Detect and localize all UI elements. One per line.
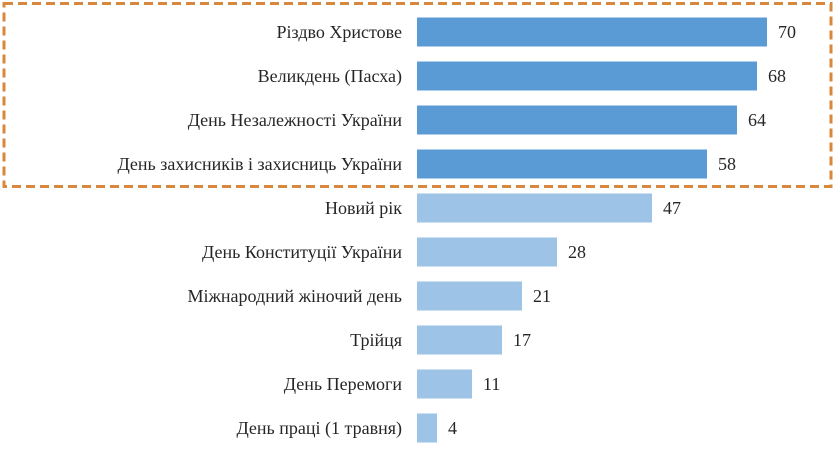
value-label: 4 bbox=[448, 418, 457, 438]
value-label: 64 bbox=[748, 110, 766, 130]
bar-2 bbox=[417, 61, 757, 91]
bar-3 bbox=[417, 105, 737, 135]
value-label: 68 bbox=[768, 66, 786, 86]
value-label: 70 bbox=[778, 22, 796, 42]
bar-10 bbox=[417, 413, 437, 443]
value-label: 17 bbox=[513, 330, 531, 350]
bar-1 bbox=[417, 17, 767, 47]
category-label: Різдво Христове bbox=[277, 22, 402, 42]
category-label: Міжнародний жіночий день bbox=[187, 286, 402, 306]
highlight-frame bbox=[2, 2, 833, 188]
category-label: День Незалежності України bbox=[188, 110, 403, 130]
bar-7 bbox=[417, 281, 522, 311]
bar-5 bbox=[417, 193, 652, 223]
bars-layer bbox=[417, 17, 767, 443]
labels-layer: Різдво Христове 70 Великдень (Пасха) 68 День… bbox=[117, 22, 796, 439]
category-label: День Перемоги bbox=[284, 374, 403, 394]
value-label: 58 bbox=[718, 154, 736, 174]
category-label: Новий рік bbox=[325, 198, 402, 218]
bar-4 bbox=[417, 149, 707, 179]
category-label: День Конституції України bbox=[202, 242, 402, 262]
value-label: 11 bbox=[483, 374, 500, 394]
category-label: День праці (1 травня) bbox=[236, 418, 402, 439]
bar-9 bbox=[417, 369, 472, 399]
category-label: Великдень (Пасха) bbox=[258, 66, 402, 87]
value-label: 21 bbox=[533, 286, 551, 306]
category-label: День захисників і захисниць України bbox=[117, 154, 402, 174]
bar-8 bbox=[417, 325, 502, 355]
category-label: Трійця bbox=[350, 330, 402, 350]
value-label: 28 bbox=[568, 242, 586, 262]
value-label: 47 bbox=[663, 198, 681, 218]
bar-6 bbox=[417, 237, 557, 267]
